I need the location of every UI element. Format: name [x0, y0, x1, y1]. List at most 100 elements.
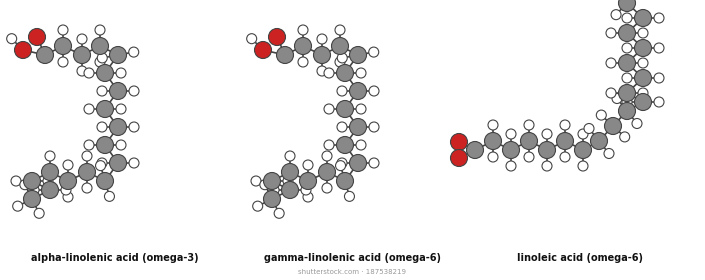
Circle shape — [23, 172, 40, 190]
Text: linoleic acid (omega-6): linoleic acid (omega-6) — [517, 253, 643, 263]
Circle shape — [283, 176, 293, 186]
Circle shape — [611, 10, 621, 20]
Circle shape — [488, 120, 498, 130]
Circle shape — [97, 122, 107, 132]
Circle shape — [281, 181, 298, 199]
Circle shape — [520, 132, 537, 150]
Circle shape — [58, 25, 68, 35]
Circle shape — [97, 137, 114, 153]
Circle shape — [524, 152, 534, 162]
Circle shape — [618, 0, 635, 11]
Circle shape — [622, 43, 632, 53]
Circle shape — [97, 158, 107, 168]
Circle shape — [116, 104, 126, 114]
Circle shape — [295, 38, 312, 55]
Circle shape — [77, 34, 87, 44]
Circle shape — [337, 86, 347, 96]
Circle shape — [251, 176, 261, 186]
Circle shape — [54, 38, 71, 55]
Circle shape — [560, 152, 570, 162]
Circle shape — [322, 151, 332, 161]
Circle shape — [45, 151, 55, 161]
Circle shape — [556, 132, 573, 150]
Circle shape — [612, 94, 622, 104]
Circle shape — [369, 122, 379, 132]
Circle shape — [84, 68, 94, 78]
Circle shape — [654, 43, 664, 53]
Circle shape — [109, 83, 126, 99]
Circle shape — [300, 172, 317, 190]
Circle shape — [606, 88, 616, 98]
Circle shape — [503, 141, 520, 158]
Circle shape — [97, 64, 114, 81]
Circle shape — [285, 151, 295, 161]
Circle shape — [578, 129, 588, 139]
Circle shape — [336, 172, 353, 190]
Circle shape — [618, 102, 635, 120]
Circle shape — [336, 137, 353, 153]
Circle shape — [331, 38, 348, 55]
Circle shape — [591, 132, 608, 150]
Circle shape — [260, 180, 270, 190]
Circle shape — [13, 201, 23, 211]
Circle shape — [606, 58, 616, 68]
Circle shape — [356, 104, 366, 114]
Circle shape — [638, 28, 648, 38]
Circle shape — [542, 129, 552, 139]
Circle shape — [298, 25, 308, 35]
Circle shape — [322, 183, 332, 193]
Circle shape — [324, 104, 334, 114]
Text: alpha-linolenic acid (omega-3): alpha-linolenic acid (omega-3) — [31, 253, 199, 263]
Circle shape — [317, 66, 327, 76]
Circle shape — [606, 28, 616, 38]
Circle shape — [618, 85, 635, 102]
Circle shape — [632, 118, 642, 129]
Circle shape — [97, 172, 114, 190]
Circle shape — [63, 160, 73, 170]
Circle shape — [82, 183, 92, 193]
Circle shape — [467, 141, 484, 158]
Circle shape — [264, 190, 281, 207]
Circle shape — [369, 86, 379, 96]
Circle shape — [634, 69, 651, 87]
Circle shape — [109, 155, 126, 171]
Circle shape — [42, 164, 59, 181]
Circle shape — [634, 39, 651, 57]
Circle shape — [488, 152, 498, 162]
Circle shape — [324, 140, 334, 150]
Circle shape — [314, 46, 331, 64]
Circle shape — [29, 185, 39, 195]
Circle shape — [43, 176, 53, 186]
Circle shape — [622, 13, 632, 23]
Circle shape — [622, 97, 632, 107]
Circle shape — [285, 183, 295, 193]
Circle shape — [356, 68, 366, 78]
Circle shape — [63, 192, 73, 202]
Circle shape — [37, 46, 54, 64]
Circle shape — [129, 158, 139, 168]
Circle shape — [264, 172, 281, 190]
Circle shape — [524, 120, 534, 130]
Circle shape — [350, 46, 367, 64]
Circle shape — [634, 10, 651, 27]
Circle shape — [654, 13, 664, 23]
Circle shape — [596, 110, 606, 120]
Circle shape — [6, 34, 17, 44]
Circle shape — [654, 97, 664, 107]
Text: gamma-linolenic acid (omega-6): gamma-linolenic acid (omega-6) — [264, 253, 441, 263]
Circle shape — [84, 140, 94, 150]
Circle shape — [336, 101, 353, 118]
Circle shape — [116, 68, 126, 78]
Circle shape — [42, 181, 59, 199]
Circle shape — [97, 101, 114, 118]
Circle shape — [604, 148, 614, 158]
Circle shape — [92, 38, 109, 55]
Circle shape — [281, 164, 298, 181]
Circle shape — [337, 122, 347, 132]
Circle shape — [129, 47, 139, 57]
Circle shape — [23, 190, 40, 207]
Circle shape — [638, 58, 648, 68]
Text: shutterstock.com · 187538219: shutterstock.com · 187538219 — [298, 269, 406, 275]
Circle shape — [276, 46, 293, 64]
Circle shape — [369, 158, 379, 168]
